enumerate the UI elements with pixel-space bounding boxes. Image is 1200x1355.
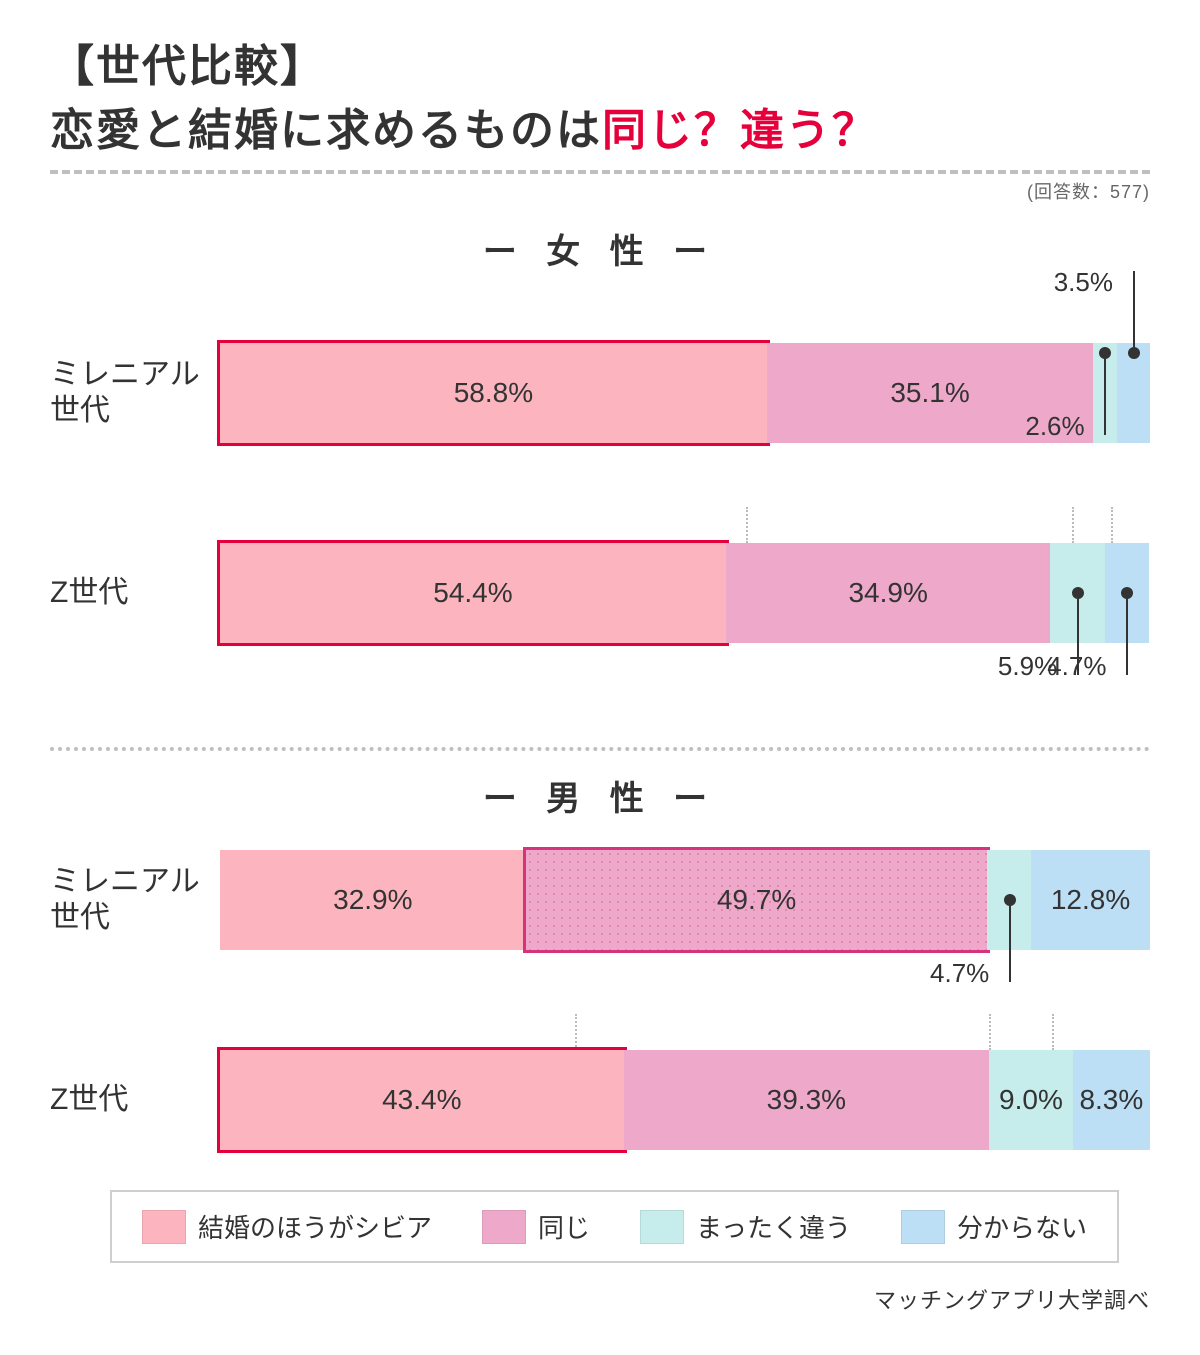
bar-segment: 54.4%	[220, 543, 726, 643]
legend-item: 結婚のほうがシビア	[142, 1208, 432, 1245]
legend-label: 分からない	[957, 1208, 1087, 1245]
guide-line	[989, 1014, 991, 1050]
legend-item: まったく違う	[640, 1208, 851, 1245]
section-title: ー 女 性 ー	[50, 224, 1150, 273]
stacked-bar: 58.8% 35.1%	[220, 343, 1150, 443]
stacked-bar: 54.4% 34.9%	[220, 543, 1150, 643]
chart-section: ー 男 性 ーミレニアル世代32.9%49.7%12.8%4.7%Z世代43.4…	[50, 771, 1150, 1150]
title-line2-accent: 同じ？違う？	[602, 94, 878, 158]
guide-lines	[220, 1014, 1150, 1050]
bar-row-wrapper: ミレニアル世代58.8%35.1%2.6%3.5%	[50, 303, 1150, 507]
dotted-divider	[50, 747, 1150, 751]
bar-segment-label: 9.0%	[999, 1084, 1063, 1116]
legend-label: 結婚のほうがシビア	[198, 1208, 432, 1245]
guide-line	[746, 507, 748, 543]
title-block: 【世代比較】 恋愛と結婚に求めるものは 同じ？違う？	[50, 30, 1150, 158]
bar-row-wrapper: Z世代54.4%34.9%5.9%4.7%	[50, 543, 1150, 707]
legend-swatch	[640, 1210, 684, 1244]
legend-label: まったく違う	[696, 1208, 851, 1245]
legend-label: 同じ	[538, 1208, 590, 1245]
bar-segment: 58.8%	[220, 343, 767, 443]
bar-segment-label: 35.1%	[890, 377, 969, 409]
bar-segment-label: 34.9%	[848, 577, 927, 609]
row-label: Z世代	[50, 1082, 220, 1118]
guide-line	[1072, 507, 1074, 543]
bar-row: ミレニアル世代 32.9% 49.7% 12.8%	[50, 850, 1150, 950]
legend-item: 同じ	[482, 1208, 590, 1245]
source-note: マッチングアプリ大学調べ	[50, 1283, 1150, 1315]
title-line1: 【世代比較】	[50, 30, 1150, 94]
legend-swatch	[142, 1210, 186, 1244]
dashed-divider	[50, 170, 1150, 174]
legend-swatch	[482, 1210, 526, 1244]
bar-segment: 39.3%	[624, 1050, 989, 1150]
bar-segment-label: 43.4%	[382, 1084, 461, 1116]
infographic-page: 【世代比較】 恋愛と結婚に求めるものは 同じ？違う？ (回答数：577) ー 女…	[0, 0, 1200, 1355]
callout-label: 4.7%	[1047, 651, 1106, 682]
guide-lines	[220, 507, 1150, 543]
callout-leader	[1133, 271, 1135, 353]
title-line2: 恋愛と結婚に求めるものは 同じ？違う？	[50, 94, 1150, 158]
section-title: ー 男 性 ー	[50, 771, 1150, 820]
guide-line	[575, 1014, 577, 1050]
bar-row: Z世代 43.4% 39.3% 9.0% 8.3%	[50, 1050, 1150, 1150]
row-label: ミレニアル世代	[50, 357, 220, 429]
callout-leader	[1104, 353, 1106, 435]
legend-item: 分からない	[901, 1208, 1087, 1245]
bar-segment: 8.3%	[1073, 1050, 1150, 1150]
bar-segment-label: 54.4%	[433, 577, 512, 609]
callout-leader	[1009, 900, 1011, 982]
bar-segment: 49.7%	[526, 850, 988, 950]
bar-segment-label: 39.3%	[767, 1084, 846, 1116]
bar-segment-label: 8.3%	[1079, 1084, 1143, 1116]
chart-section: ー 女 性 ーミレニアル世代58.8%35.1%2.6%3.5%Z世代54.4%…	[50, 224, 1150, 707]
bar-row-wrapper: Z世代 43.4% 39.3% 9.0% 8.3%	[50, 1050, 1150, 1150]
bar-segment: 32.9%	[220, 850, 526, 950]
bar-segment: 43.4%	[220, 1050, 624, 1150]
bar-row: Z世代 54.4% 34.9%	[50, 543, 1150, 643]
stacked-bar: 43.4% 39.3% 9.0% 8.3%	[220, 1050, 1150, 1150]
responses-note: (回答数：577)	[50, 178, 1150, 204]
bar-row-wrapper: ミレニアル世代 32.9% 49.7% 12.8% 4.7%	[50, 850, 1150, 1014]
callout-label: 4.7%	[930, 958, 989, 989]
chart-sections: ー 女 性 ーミレニアル世代58.8%35.1%2.6%3.5%Z世代54.4%…	[50, 224, 1150, 1150]
bar-segment-label: 58.8%	[454, 377, 533, 409]
guide-line	[1111, 507, 1113, 543]
row-label: Z世代	[50, 575, 220, 611]
callout-leader	[1126, 593, 1128, 675]
guide-line	[1052, 1014, 1054, 1050]
bar-segment: 34.9%	[726, 543, 1051, 643]
legend: 結婚のほうがシビア 同じ まったく違う 分からない	[110, 1190, 1119, 1263]
title-line2-a: 恋愛と結婚に求めるものは	[50, 94, 602, 158]
bar-segment-label: 32.9%	[333, 884, 412, 916]
bar-segment: 9.0%	[989, 1050, 1073, 1150]
bar-segment-label: 49.7%	[717, 884, 796, 916]
bar-segment-label: 12.8%	[1051, 884, 1130, 916]
row-label: ミレニアル世代	[50, 864, 220, 936]
bar-row: ミレニアル世代 58.8% 35.1%	[50, 343, 1150, 443]
callout-label: 2.6%	[1025, 411, 1084, 442]
callout-label: 3.5%	[1054, 267, 1113, 298]
legend-swatch	[901, 1210, 945, 1244]
bar-segment: 12.8%	[1031, 850, 1150, 950]
